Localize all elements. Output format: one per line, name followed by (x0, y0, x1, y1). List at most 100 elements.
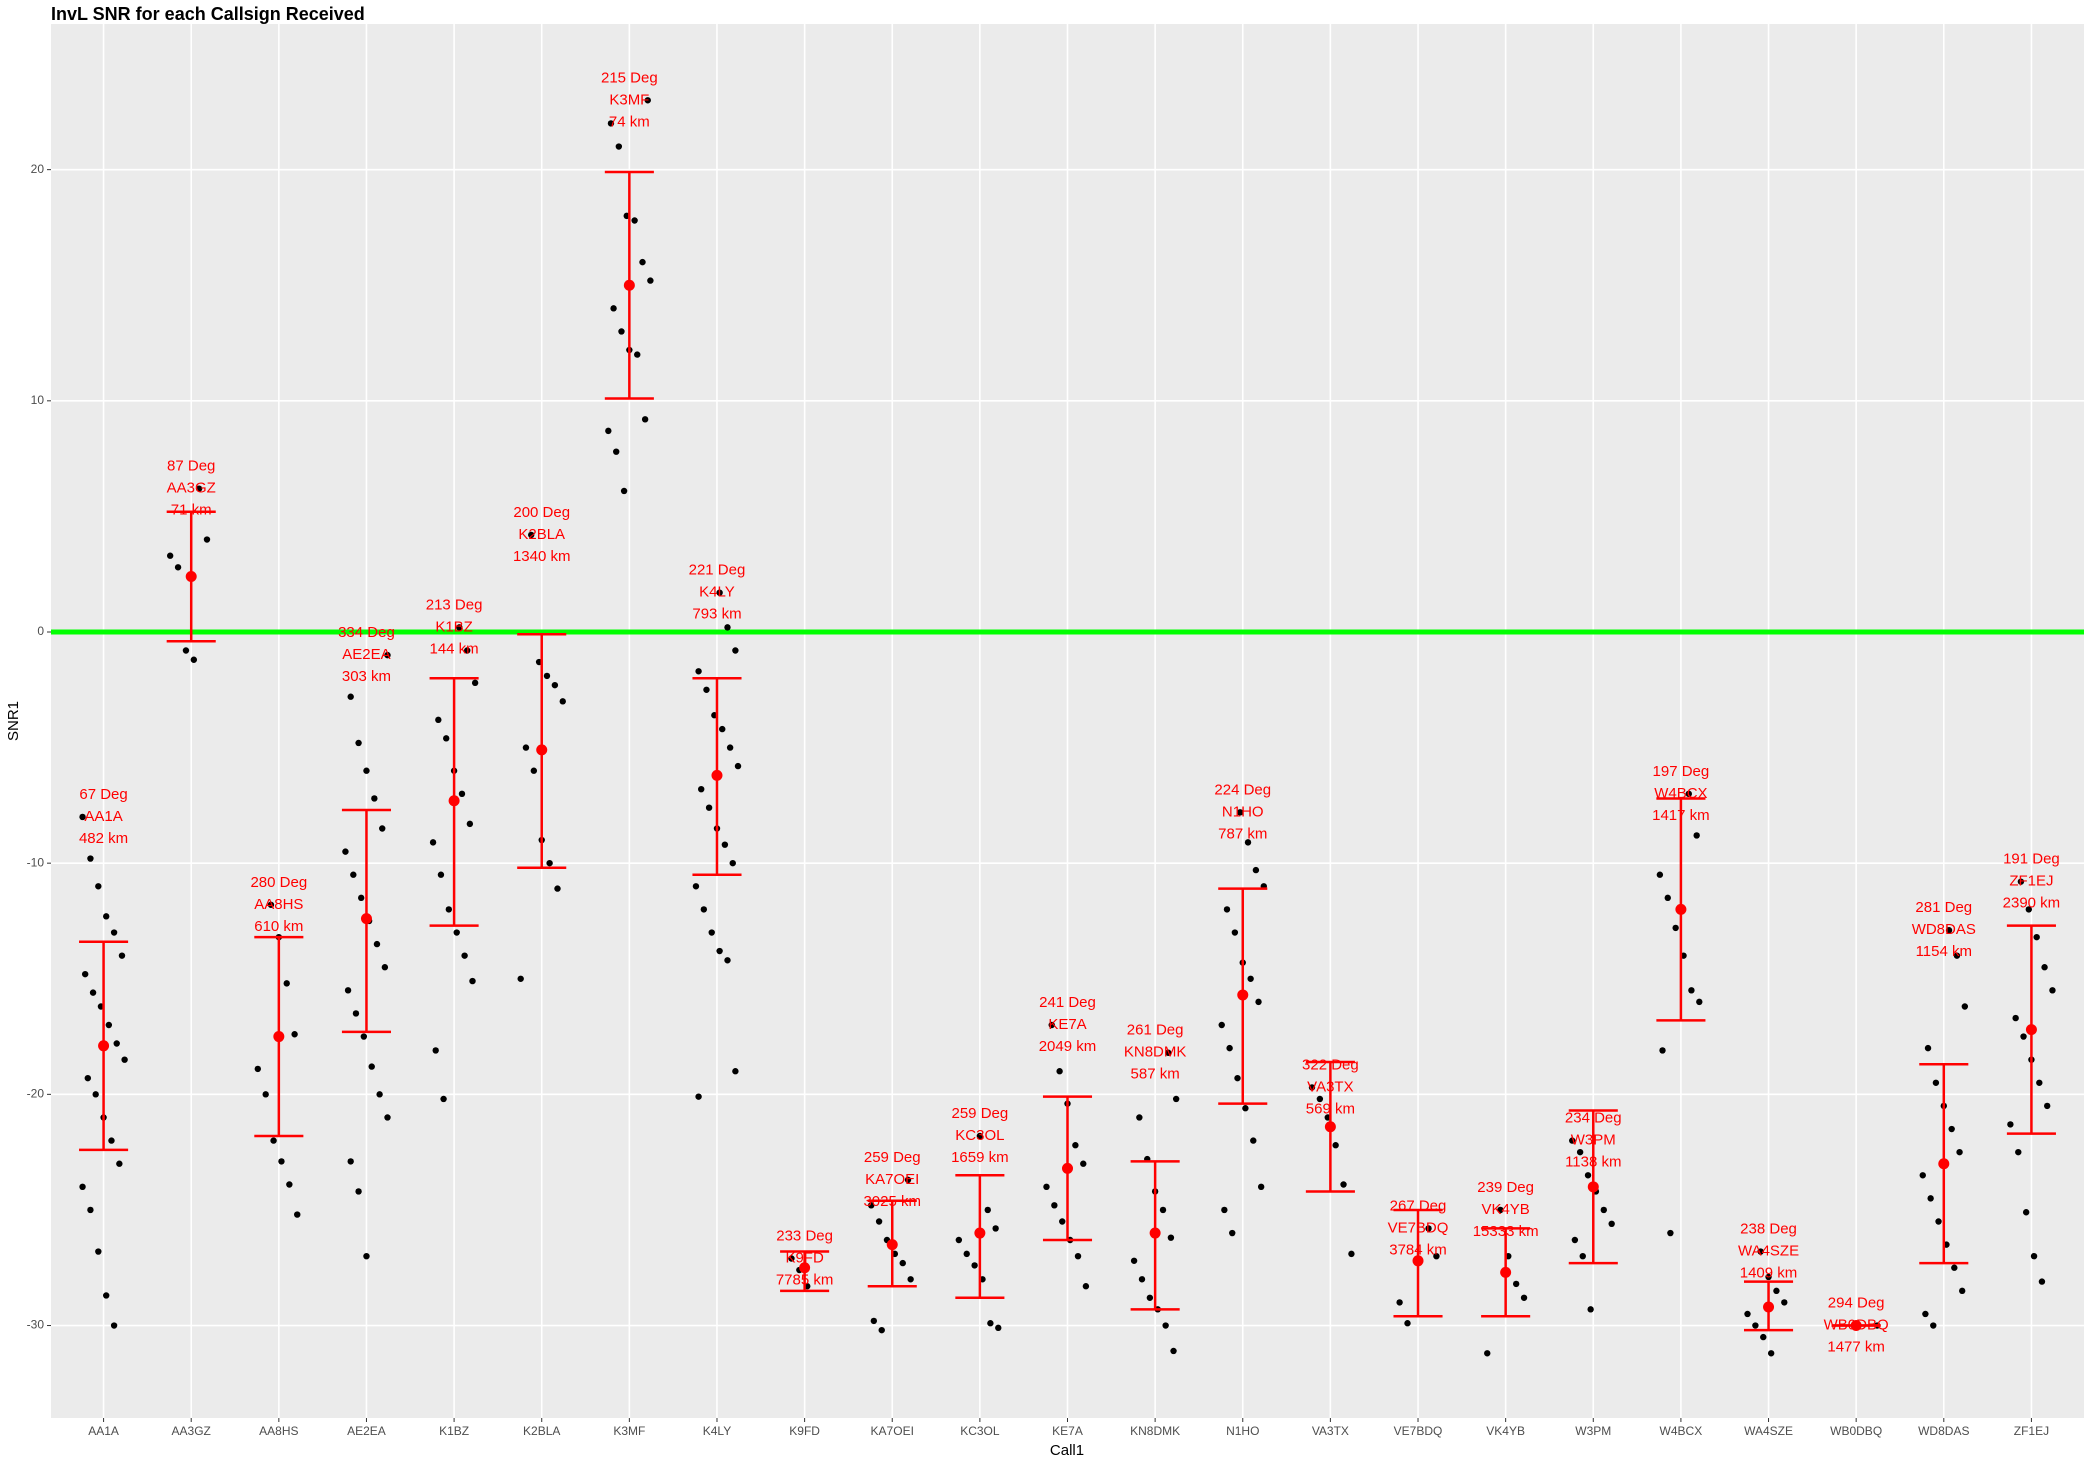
point (1136, 1114, 1143, 1121)
point (644, 97, 651, 104)
point (705, 804, 713, 811)
point (440, 1095, 447, 1103)
point (955, 1236, 963, 1244)
point (458, 790, 466, 798)
annotation: 1417 km (1652, 807, 1710, 824)
point (1236, 809, 1244, 816)
point (613, 448, 620, 455)
point (907, 1276, 914, 1283)
point (1231, 929, 1239, 936)
point (732, 1068, 739, 1075)
annotation: K9FD (785, 1249, 824, 1266)
point (517, 975, 524, 982)
point (1170, 1347, 1177, 1355)
point (363, 767, 370, 774)
point (695, 1093, 702, 1100)
point (1672, 924, 1679, 932)
point (992, 1225, 999, 1232)
point (347, 693, 354, 700)
point (1520, 1294, 1528, 1301)
annotation: 587 km (1131, 1066, 1180, 1083)
point (875, 1218, 883, 1225)
point (355, 739, 362, 747)
point (607, 120, 615, 127)
point (1250, 1137, 1257, 1144)
point (1664, 894, 1671, 902)
point (363, 1252, 370, 1260)
point (610, 305, 617, 312)
point (1167, 1234, 1175, 1241)
point (1074, 1252, 1082, 1260)
point (2025, 906, 2032, 913)
point (2038, 1278, 2046, 1285)
point (443, 735, 450, 742)
point (700, 906, 708, 913)
point (1767, 1350, 1775, 1357)
point (620, 487, 628, 495)
x-tick-label: VE7BDQ (1394, 1424, 1443, 1438)
x-tick-label: WD8DAS (1918, 1424, 1969, 1438)
point (870, 1317, 878, 1325)
point (2036, 1079, 2043, 1086)
x-tick-label: AA3GZ (172, 1424, 211, 1438)
point (95, 883, 102, 890)
point (971, 1262, 978, 1269)
point (1316, 1095, 1324, 1103)
mean-point (886, 1239, 898, 1251)
point (1656, 871, 1664, 878)
mean-point (974, 1227, 986, 1239)
annotation: 267 Deg (1390, 1197, 1447, 1214)
point (437, 871, 445, 878)
x-tick-label: AA8HS (259, 1424, 298, 1438)
point (904, 1176, 912, 1184)
point (1425, 1225, 1432, 1232)
point (1497, 1206, 1504, 1214)
x-tick-label: VK4YB (1486, 1424, 1525, 1438)
annotation: K2BLA (518, 526, 565, 543)
point (530, 767, 538, 774)
y-tick-label: -30 (27, 1318, 45, 1332)
x-axis-label: Call1 (1050, 1442, 1084, 1459)
mean-point (711, 769, 723, 781)
point (1927, 1195, 1934, 1202)
x-tick-label: KE7A (1052, 1424, 1083, 1438)
annotation: 610 km (254, 918, 303, 935)
y-tick-label: 0 (37, 624, 44, 638)
point (729, 859, 736, 867)
point (182, 647, 190, 654)
point (384, 1114, 391, 1121)
point (868, 1202, 875, 1209)
point (708, 929, 715, 936)
annotation: K4LY (699, 584, 735, 601)
annotation: 224 Deg (1214, 781, 1271, 798)
point (1781, 1299, 1788, 1306)
mean-point (1763, 1301, 1775, 1313)
point (724, 624, 731, 631)
point (81, 970, 89, 978)
annotation: AA8HS (254, 896, 303, 913)
point (719, 725, 726, 733)
x-tick-label: K3MF (613, 1424, 645, 1438)
point (2012, 1014, 2019, 1022)
point (528, 531, 535, 539)
annotation: 1340 km (513, 548, 571, 565)
mean-point (448, 795, 460, 807)
y-tick-label: -10 (27, 855, 45, 869)
point (1765, 1273, 1772, 1281)
annotation: 7785 km (776, 1271, 834, 1288)
point (559, 698, 566, 705)
point (963, 1250, 970, 1258)
point (721, 841, 729, 848)
point (605, 427, 612, 435)
annotation: 2049 km (1039, 1038, 1097, 1055)
point (445, 906, 453, 913)
point (294, 1211, 301, 1218)
point (618, 328, 625, 335)
point (1484, 1350, 1491, 1357)
x-tick-label: K1BZ (439, 1424, 469, 1438)
annotation: 1409 km (1740, 1265, 1798, 1282)
point (87, 855, 94, 862)
point (344, 987, 352, 994)
point (262, 1091, 269, 1098)
